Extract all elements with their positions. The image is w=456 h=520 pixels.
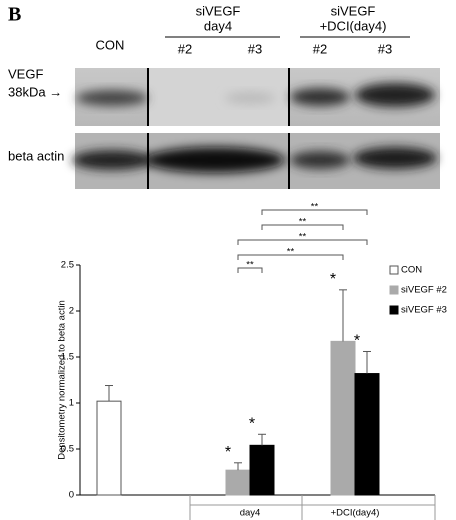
row-label: beta actin bbox=[8, 148, 64, 163]
band bbox=[290, 151, 350, 169]
legend-swatch bbox=[389, 305, 399, 315]
lane-label: #3 bbox=[378, 41, 392, 56]
significance-star: * bbox=[354, 333, 360, 350]
significance-label: ** bbox=[299, 232, 307, 243]
significance-star: * bbox=[249, 415, 255, 432]
bar bbox=[96, 400, 122, 496]
y-axis-label: Densitometry normalized to beta actin bbox=[57, 300, 68, 459]
significance-label: ** bbox=[299, 217, 307, 228]
lane-label: #2 bbox=[178, 41, 192, 56]
group-label: siVEGF bbox=[331, 3, 376, 18]
lane-label: CON bbox=[96, 37, 125, 52]
band bbox=[355, 83, 435, 107]
bar bbox=[225, 469, 251, 496]
significance-star: * bbox=[225, 444, 231, 461]
significance-bracket bbox=[261, 224, 344, 230]
y-tick-label: 1 bbox=[69, 398, 74, 409]
significance-label: ** bbox=[246, 260, 254, 271]
lane-label: #2 bbox=[313, 41, 327, 56]
y-tick-label: 2 bbox=[69, 306, 74, 317]
group-label: siVEGF bbox=[196, 3, 241, 18]
band bbox=[353, 147, 437, 169]
y-tick-label: 0.5 bbox=[61, 444, 74, 455]
row-label: VEGF bbox=[8, 66, 43, 81]
group-label: day4 bbox=[204, 18, 232, 33]
legend-label: siVEGF #3 bbox=[401, 305, 447, 316]
y-tick-label: 2.5 bbox=[61, 260, 74, 271]
bar bbox=[330, 340, 356, 496]
blot-vegf bbox=[75, 68, 440, 126]
x-tick-label: +DCI(day4) bbox=[331, 508, 380, 519]
blot-panel: B CON #2 #3 #2 #3 siVEGF day4 siVEGF +DC… bbox=[8, 3, 440, 189]
significance-bracket bbox=[237, 254, 344, 260]
x-tick-label: day4 bbox=[240, 508, 261, 519]
group-label: +DCI(day4) bbox=[320, 18, 387, 33]
band bbox=[72, 150, 152, 170]
y-tick-label: 0 bbox=[69, 490, 74, 501]
y-tick-label: 1.5 bbox=[61, 352, 74, 363]
band bbox=[145, 147, 285, 173]
significance-star: * bbox=[330, 271, 336, 288]
legend-label: siVEGF #2 bbox=[401, 285, 447, 296]
band bbox=[225, 92, 275, 104]
row-label: 38kDa → bbox=[8, 84, 62, 99]
band bbox=[290, 88, 350, 106]
legend-swatch bbox=[389, 285, 399, 295]
significance-bracket bbox=[237, 267, 263, 273]
chart: Densitometry normalized to beta actin 0 0… bbox=[57, 202, 447, 520]
legend-swatch bbox=[389, 265, 399, 275]
significance-bracket bbox=[237, 239, 368, 245]
significance-label: ** bbox=[287, 247, 295, 258]
bar bbox=[249, 444, 275, 496]
panel-label: B bbox=[8, 4, 21, 26]
blot-actin bbox=[72, 133, 440, 189]
significance-bracket bbox=[261, 209, 368, 215]
legend-label: CON bbox=[401, 265, 422, 276]
significance-label: ** bbox=[311, 202, 319, 213]
band bbox=[76, 90, 148, 106]
bar bbox=[354, 373, 380, 496]
lane-label: #3 bbox=[248, 41, 262, 56]
